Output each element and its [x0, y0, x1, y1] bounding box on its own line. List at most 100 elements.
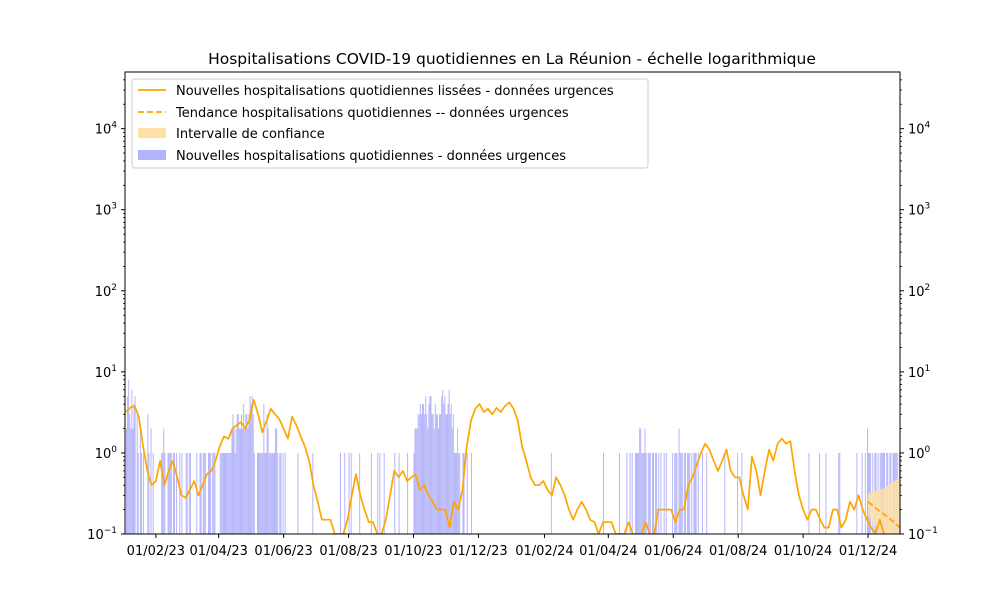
ytick-label-right: 101 — [908, 364, 930, 381]
bar — [943, 453, 944, 534]
bar — [459, 452, 461, 534]
bar — [239, 428, 241, 534]
bar — [602, 452, 604, 534]
bar — [618, 452, 620, 534]
bar — [448, 389, 450, 534]
xtick-label: 01/06/23 — [254, 544, 312, 559]
bar — [948, 429, 949, 534]
bar — [275, 428, 277, 534]
bar — [162, 452, 164, 534]
bar — [458, 452, 460, 534]
bar — [200, 452, 202, 534]
bar — [181, 452, 183, 534]
bar — [222, 452, 224, 534]
ytick-label-left: 103 — [95, 202, 117, 219]
bar — [247, 428, 249, 534]
bar — [214, 452, 216, 534]
bar — [262, 452, 264, 534]
bar — [350, 452, 352, 534]
bar — [236, 414, 238, 534]
bar — [861, 452, 863, 534]
bar — [684, 452, 686, 534]
bar — [701, 452, 703, 534]
bar — [134, 396, 136, 534]
chart-title: Hospitalisations COVID-19 quotidiennes e… — [208, 50, 816, 68]
bar — [414, 428, 416, 534]
bar — [225, 452, 227, 534]
bar — [232, 414, 234, 534]
bar — [935, 453, 936, 534]
bar — [926, 453, 927, 534]
bar — [923, 453, 924, 534]
bar — [212, 452, 214, 534]
bar — [172, 452, 174, 534]
bar — [267, 428, 269, 534]
bar — [940, 453, 941, 534]
bar — [383, 452, 385, 534]
bar — [978, 453, 979, 534]
bar — [417, 414, 419, 534]
ytick-label-left: 104 — [95, 121, 118, 138]
bar — [697, 452, 699, 534]
bar — [693, 452, 695, 534]
bar — [679, 452, 681, 534]
bar — [430, 396, 432, 534]
bar — [449, 414, 451, 534]
bar — [648, 452, 650, 534]
xtick-label: 01/02/24 — [515, 544, 573, 559]
bar — [937, 453, 938, 534]
bar — [152, 452, 154, 534]
bar — [936, 453, 937, 534]
bar — [447, 404, 449, 534]
bar — [637, 452, 639, 534]
bar — [248, 414, 250, 534]
bar — [439, 414, 441, 534]
bar — [196, 452, 198, 534]
legend-label: Nouvelles hospitalisations quotidiennes … — [176, 149, 566, 164]
ytick-label-right: 103 — [908, 202, 930, 219]
bar — [626, 452, 628, 534]
bar — [173, 452, 175, 534]
bar — [282, 452, 284, 534]
legend-box — [131, 78, 649, 169]
bar — [456, 452, 458, 534]
bar — [920, 453, 921, 534]
bar — [640, 428, 642, 534]
bar — [916, 453, 917, 534]
bar — [435, 414, 437, 534]
bar — [148, 452, 150, 534]
bar — [470, 452, 472, 534]
bar — [269, 452, 271, 534]
ytick-label-left: 102 — [95, 283, 117, 300]
bar — [419, 404, 421, 534]
bar — [241, 414, 242, 534]
bar — [264, 452, 266, 534]
bar — [161, 452, 163, 534]
bar — [634, 452, 636, 534]
bar — [246, 414, 248, 534]
axes-layer: 10−1 10−1 100 100 101 101 102 102 103 103 104 104 01… — [87, 79, 938, 559]
bar — [629, 452, 631, 534]
bar — [825, 452, 827, 534]
bar — [689, 452, 691, 534]
lines-layer — [125, 399, 900, 534]
bar — [268, 452, 270, 534]
bar — [250, 404, 252, 534]
bar — [864, 452, 866, 534]
bar — [651, 452, 653, 534]
bar — [132, 428, 134, 534]
legend-label: Intervalle de confiance — [176, 127, 325, 142]
bar — [838, 452, 840, 534]
bar — [950, 453, 951, 534]
legend-swatch-bars — [138, 150, 166, 160]
legend: Nouvelles hospitalisations quotidiennes … — [131, 78, 649, 169]
bar — [220, 452, 222, 534]
ytick-label-right: 104 — [908, 121, 931, 138]
legend-label: Nouvelles hospitalisations quotidiennes … — [176, 84, 614, 99]
bar — [277, 452, 279, 534]
bar — [466, 452, 468, 534]
bar — [257, 452, 258, 534]
bar — [235, 428, 237, 534]
bar — [312, 452, 314, 534]
